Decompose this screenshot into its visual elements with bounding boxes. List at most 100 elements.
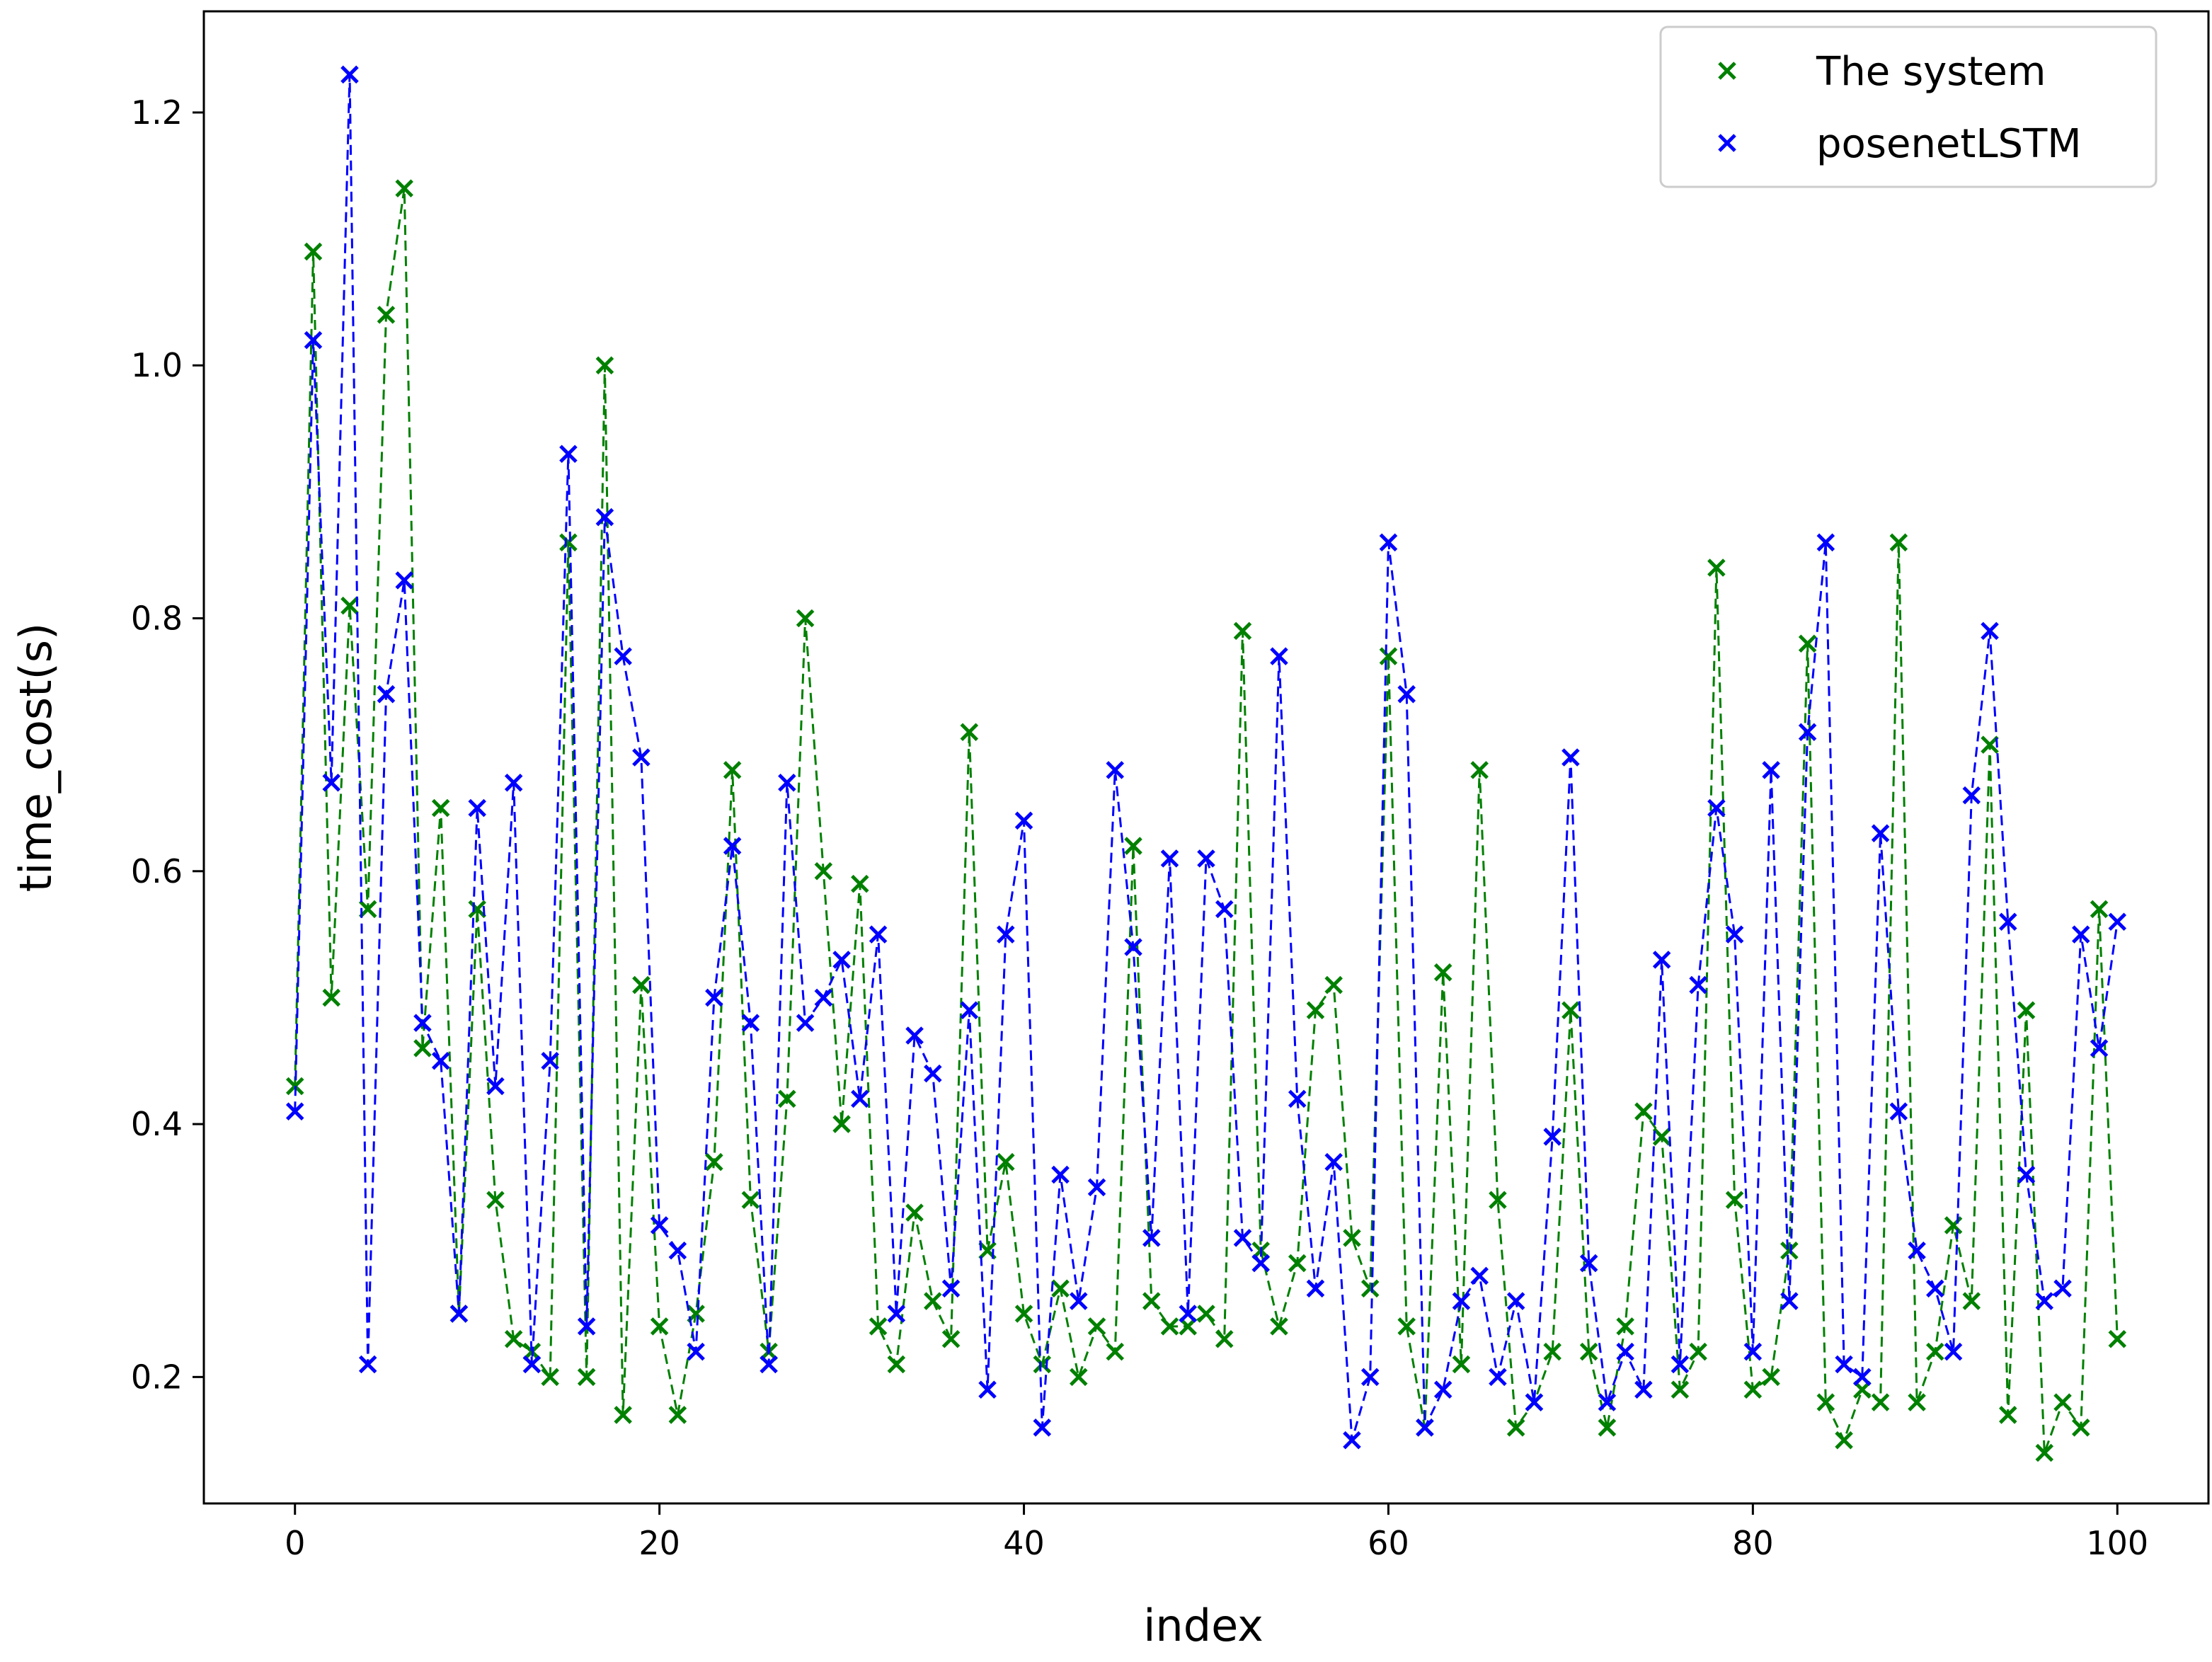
data-point-marker [1543,1342,1561,1361]
data-point-marker [1926,1279,1944,1298]
data-point-marker [1197,1305,1215,1323]
data-point-marker [941,1279,961,1298]
data-point-marker [997,1152,1015,1171]
data-point-marker [650,1317,669,1336]
data-point-marker [1343,1431,1361,1450]
data-point-marker [1379,647,1398,665]
data-point-marker [413,1014,432,1032]
data-point-marker [1343,1229,1361,1247]
data-point-marker [431,1051,450,1070]
data-point-marker [1926,1342,1944,1361]
data-point-marker [1397,684,1416,704]
data-point-marker [924,1064,942,1083]
data-point-marker [2017,1001,2036,1020]
x-tick-label: 20 [638,1524,680,1562]
legend-box [1659,25,2157,188]
data-point-marker [486,1191,505,1210]
x-tick-label: 0 [285,1524,305,1562]
data-point-marker [1525,1393,1544,1411]
data-point-marker [2035,1443,2054,1462]
data-point-marker [504,1329,523,1348]
data-point-marker [486,1077,505,1096]
data-point-marker [340,65,359,84]
data-point-marker [887,1355,906,1374]
legend-label: posenetLSTM [1816,121,2082,167]
data-point-marker [1087,1317,1106,1336]
data-point-marker [1889,533,1908,552]
y-tick-label: 0.8 [131,599,183,637]
data-point-marker [1470,1266,1489,1285]
data-point-marker [1360,1368,1380,1387]
data-point-marker [1251,1254,1271,1273]
data-point-marker [285,1102,304,1121]
legend-marker [1718,62,1736,80]
data-point-marker [1908,1241,1926,1260]
data-point-marker [1598,1419,1617,1437]
data-point-marker [705,988,723,1007]
data-point-marker [814,862,833,881]
y-axis: 0.2 0.4 0.6 0.8 1.0 1.2 [131,93,204,1396]
series-line [294,188,2119,1454]
data-point-marker [1215,900,1234,919]
x-axis-label: index [1143,1600,1263,1651]
data-point-marker [832,1115,851,1133]
data-point-marker [1652,1128,1671,1146]
data-point-marker [1981,621,1999,641]
data-point-marker [1324,975,1343,995]
data-point-marker [1142,1292,1161,1310]
data-point-marker [1579,1254,1598,1273]
data-point-marker [1780,1292,1799,1310]
data-point-marker [559,533,578,552]
data-point-marker [1634,1102,1653,1121]
data-point-marker [741,1014,760,1032]
y-tick-label: 0.6 [131,852,183,890]
data-point-marker [1671,1380,1690,1399]
data-point-marker [1707,798,1726,818]
data-point-marker [1798,723,1817,742]
data-point-marker [522,1355,541,1374]
data-point-marker [595,356,614,374]
x-tick-label: 40 [1003,1524,1045,1562]
data-point-marker [687,1342,705,1361]
data-point-marker [1179,1305,1198,1323]
data-point-marker [1033,1419,1052,1437]
data-point-marker [340,596,359,615]
data-point-marker [1506,1419,1525,1437]
data-point-marker [1087,1178,1106,1197]
data-point-marker [832,951,851,969]
data-point-marker [1725,925,1744,944]
data-point-marker [1598,1393,1617,1411]
data-point-marker [1835,1431,1853,1450]
x-tick-label: 80 [1732,1524,1774,1562]
data-point-marker [2108,912,2127,932]
data-point-marker [1051,1279,1070,1298]
data-point-marker [1106,761,1125,779]
data-point-marker [668,1406,687,1424]
data-point-marker [358,900,377,919]
data-point-marker [1306,1279,1325,1298]
series-layer [285,65,2127,1462]
data-point-marker [1871,1393,1890,1411]
data-point-marker [851,1089,869,1108]
data-point-marker [1889,1102,1908,1121]
data-point-marker [723,837,742,855]
data-point-marker [1124,938,1142,956]
data-point-marker [760,1355,778,1374]
data-point-marker [1070,1292,1088,1310]
data-point-marker [1033,1355,1052,1374]
y-axis-label: time_cost(s) [10,623,62,892]
data-point-marker [2053,1279,2072,1298]
x-tick-label: 100 [2086,1524,2148,1562]
data-point-marker [468,900,486,919]
data-point-marker [1489,1191,1507,1210]
data-point-marker [1452,1292,1471,1310]
data-point-marker [1270,1317,1288,1336]
data-point-marker [1306,1001,1325,1020]
data-point-marker [1962,786,1981,805]
data-point-marker [1616,1342,1634,1361]
data-point-marker [1762,1368,1780,1387]
data-point-marker [1416,1419,1434,1437]
y-tick-label: 0.2 [131,1358,183,1396]
